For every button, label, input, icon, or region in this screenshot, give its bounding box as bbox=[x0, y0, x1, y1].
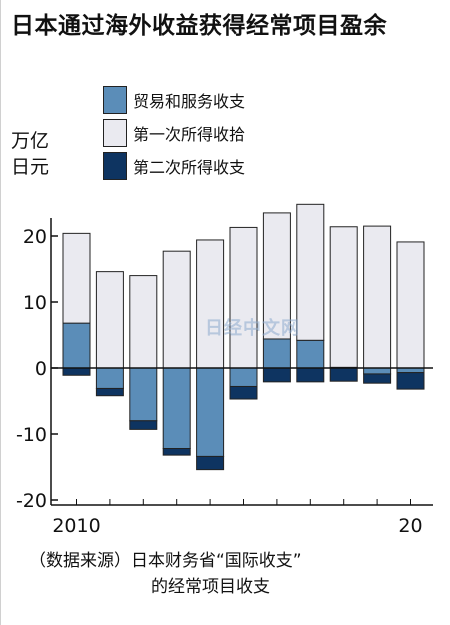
bars-layer bbox=[62, 203, 425, 471]
bar-segment-1-1 bbox=[95, 271, 124, 369]
unit-line-1: 万亿 bbox=[11, 130, 50, 152]
chart-title: 日本通过海外收益获得经常项目盈余 bbox=[11, 13, 387, 39]
bar-segment-2-1 bbox=[95, 387, 124, 397]
y-tick-label: -20 bbox=[16, 490, 47, 512]
bar-segment-0-0 bbox=[62, 322, 91, 369]
bar-segment-0-2 bbox=[129, 367, 158, 422]
bar-segment-0-7 bbox=[296, 339, 325, 369]
unit-line-2: 日元 bbox=[11, 156, 50, 178]
y-tick-label: 20 bbox=[23, 226, 47, 248]
bar-segment-0-3 bbox=[162, 367, 191, 450]
bar-segment-2-8 bbox=[329, 367, 358, 382]
bar-segment-1-4 bbox=[196, 239, 225, 369]
bar-segment-1-5 bbox=[229, 226, 258, 369]
bar-segment-2-4 bbox=[196, 455, 225, 471]
y-tick-label: -10 bbox=[16, 424, 47, 446]
bar-segment-1-3 bbox=[162, 250, 191, 369]
bar-segment-1-6 bbox=[262, 212, 291, 340]
bar-segment-0-5 bbox=[229, 367, 258, 387]
y-tick-label: 0 bbox=[35, 358, 47, 380]
legend-swatch-primary-income bbox=[103, 119, 127, 147]
legend-swatch-trade-services bbox=[103, 86, 127, 114]
bar-segment-2-7 bbox=[296, 367, 325, 383]
bar-segment-1-8 bbox=[329, 226, 358, 368]
bar-segment-2-0 bbox=[62, 367, 91, 376]
watermark: 日经中文网 bbox=[205, 318, 300, 339]
legend-label-primary-income: 第一次所得收拾 bbox=[133, 125, 246, 144]
bar-segment-0-1 bbox=[95, 367, 124, 389]
y-tick-label: 10 bbox=[23, 292, 47, 314]
source-note: （数据来源）日本财务省“国际收支” 的经常项目收支 bbox=[29, 548, 302, 600]
bar-segment-1-9 bbox=[363, 225, 392, 369]
bar-segment-2-9 bbox=[363, 373, 392, 384]
bar-segment-2-3 bbox=[162, 448, 191, 456]
bar-segment-2-10 bbox=[396, 372, 425, 390]
legend-label-trade-services: 贸易和服务收支 bbox=[133, 92, 246, 111]
x-tick-label: 20 bbox=[398, 515, 422, 537]
legend-label-secondary-income: 第二次所得收支 bbox=[133, 158, 246, 177]
bar-segment-0-4 bbox=[196, 367, 225, 457]
bar-segment-2-5 bbox=[229, 385, 258, 400]
bar-segment-2-6 bbox=[262, 367, 291, 383]
bar-segment-1-7 bbox=[296, 203, 325, 341]
y-axis-unit: 万亿 日元 bbox=[11, 128, 49, 180]
source-line-2: 的经常项目收支 bbox=[151, 577, 270, 597]
legend-swatch-secondary-income bbox=[103, 152, 127, 180]
bar-segment-2-2 bbox=[129, 420, 158, 430]
x-tick-label: 2010 bbox=[52, 515, 100, 537]
bar-segment-1-0 bbox=[62, 232, 91, 324]
bar-segment-1-2 bbox=[129, 275, 158, 369]
bar-segment-1-10 bbox=[396, 241, 425, 369]
bar-segment-0-6 bbox=[262, 338, 291, 369]
bar-segment-0-9 bbox=[363, 367, 392, 375]
source-line-1: （数据来源）日本财务省“国际收支” bbox=[29, 551, 302, 571]
